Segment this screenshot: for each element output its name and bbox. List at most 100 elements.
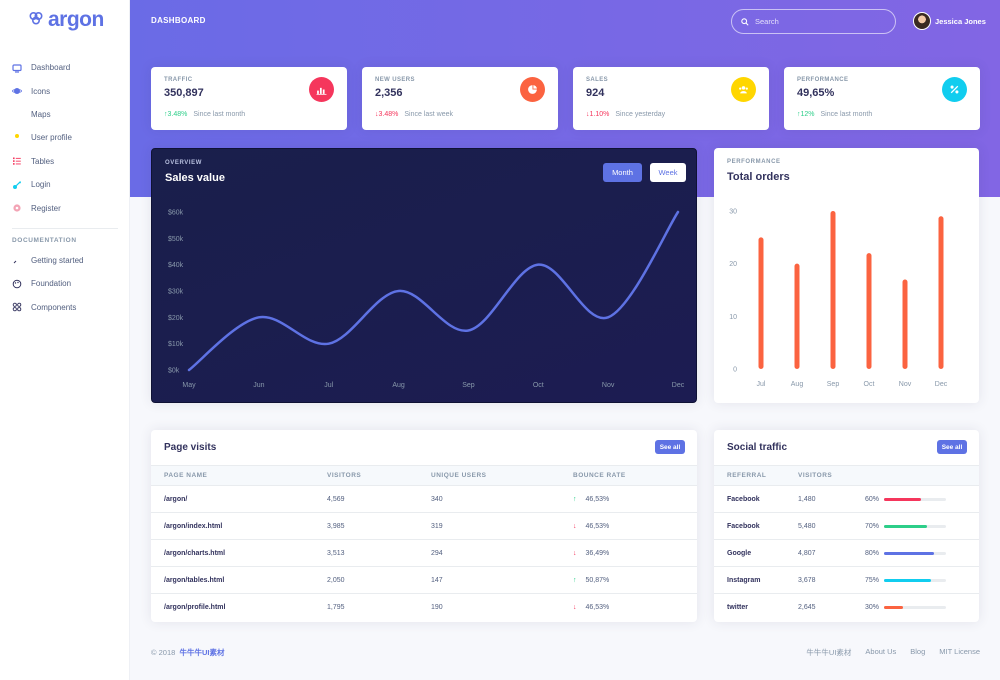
- x-tick-label: Dec: [672, 382, 685, 389]
- sidebar-item-maps[interactable]: Maps: [0, 103, 130, 126]
- y-tick-label: $40k: [168, 262, 184, 269]
- progress-cell: 30%: [852, 604, 946, 611]
- brand-logo[interactable]: argon: [29, 8, 104, 32]
- table-row: Instagram 3,678 75%: [714, 567, 979, 594]
- pin-icon: [12, 109, 22, 119]
- page-name-cell[interactable]: /argon/tables.html: [164, 576, 225, 584]
- search-box[interactable]: [731, 9, 896, 34]
- stat-since: Since last month: [193, 111, 246, 118]
- col-visitors: VISITORS: [798, 472, 833, 479]
- user-menu[interactable]: Jessica Jones: [913, 12, 986, 30]
- table-row: twitter 2,645 30%: [714, 594, 979, 621]
- y-tick-label: $30k: [168, 289, 184, 296]
- page-visits-table: PAGE NAME VISITORS UNIQUE USERS BOUNCE R…: [151, 465, 697, 621]
- tv-icon: [12, 63, 22, 73]
- sidebar-item-icons[interactable]: Icons: [0, 79, 130, 102]
- orders-eyebrow: PERFORMANCE: [727, 159, 781, 165]
- footer-link-about[interactable]: About Us: [865, 647, 897, 656]
- social-see-all-button[interactable]: See all: [937, 440, 967, 454]
- sales-data-point[interactable]: [188, 369, 191, 372]
- x-tick-label: Sep: [827, 381, 840, 388]
- referral-cell[interactable]: Instagram: [727, 576, 761, 584]
- sales-data-point[interactable]: [327, 342, 330, 345]
- stat-delta-value: 3.48%: [167, 111, 188, 118]
- sales-data-point[interactable]: [467, 329, 470, 332]
- sales-eyebrow: OVERVIEW: [165, 160, 203, 166]
- sales-data-point[interactable]: [397, 290, 400, 293]
- bounce-rate-value: 50,87%: [585, 576, 610, 584]
- sales-data-point[interactable]: [257, 316, 260, 319]
- order-bar[interactable]: [830, 211, 836, 369]
- sidebar-item-label: Getting started: [31, 255, 84, 265]
- page-name-cell[interactable]: /argon/profile.html: [164, 604, 226, 611]
- x-tick-label: Sep: [462, 382, 475, 389]
- stat-value: 350,897: [164, 87, 204, 99]
- ui-icon: [12, 302, 22, 312]
- referral-cell[interactable]: twitter: [727, 604, 748, 611]
- bounce-rate-value: 46,53%: [585, 495, 610, 503]
- sidebar-item-getting-started[interactable]: Getting started: [0, 249, 130, 272]
- chart-pie-icon: [520, 77, 545, 102]
- footer-link-license[interactable]: MIT License: [939, 647, 980, 656]
- page-name-cell[interactable]: /argon/charts.html: [164, 549, 226, 557]
- footer-link-blog[interactable]: Blog: [910, 647, 926, 656]
- argon-logo-icon: [29, 11, 43, 30]
- stat-footer: ↓3.48% Since last week: [375, 111, 453, 118]
- circle-icon: [12, 203, 22, 213]
- stat-title: PERFORMANCE: [797, 77, 849, 83]
- user-icon: [12, 133, 22, 143]
- bounce-rate-value: 46,53%: [585, 604, 610, 611]
- sidebar-item-components[interactable]: Components: [0, 296, 130, 319]
- key-icon: [12, 180, 22, 190]
- visitors-cell: 1,795: [327, 604, 345, 611]
- referral-cell[interactable]: Facebook: [727, 495, 760, 503]
- table-row: Facebook 5,480 70%: [714, 513, 979, 540]
- page-visits-card: Page visits See all PAGE NAME VISITORS U…: [151, 430, 697, 622]
- page-name-cell[interactable]: /argon/: [164, 495, 188, 503]
- sales-data-point[interactable]: [677, 211, 680, 214]
- order-bar[interactable]: [866, 253, 872, 369]
- stat-value: 2,356: [375, 87, 403, 99]
- percent-value: 30%: [865, 604, 880, 611]
- visitors-cell: 3,513: [327, 549, 345, 557]
- arrow-down-icon: ↓: [573, 604, 577, 611]
- referral-cell[interactable]: Facebook: [727, 522, 760, 530]
- order-bar[interactable]: [938, 216, 944, 369]
- x-tick-label: May: [182, 382, 196, 389]
- progress-fill: [884, 524, 928, 528]
- y-tick-label: $20k: [168, 315, 184, 322]
- social-traffic-title: Social traffic: [727, 442, 788, 453]
- sidebar-item-login[interactable]: Login: [0, 173, 130, 196]
- sales-data-point[interactable]: [537, 263, 540, 266]
- sidebar-item-user-profile[interactable]: User profile: [0, 126, 130, 149]
- unique-users-cell: 190: [431, 604, 443, 611]
- stat-title: SALES: [586, 77, 609, 83]
- sales-data-point[interactable]: [607, 316, 610, 319]
- order-bar[interactable]: [794, 263, 800, 369]
- progress-cell: 70%: [852, 523, 946, 530]
- footer-link[interactable]: 牛牛牛UI素材: [806, 648, 852, 657]
- y-tick-label: $50k: [168, 236, 184, 243]
- sidebar-item-label: Tables: [31, 156, 55, 166]
- nav-heading-documentation: DOCUMENTATION: [12, 236, 77, 244]
- referral-cell[interactable]: Google: [727, 549, 752, 557]
- search-input[interactable]: [755, 17, 885, 26]
- page-name-cell[interactable]: /argon/index.html: [164, 522, 223, 530]
- sidebar-item-tables[interactable]: Tables: [0, 150, 130, 173]
- month-button[interactable]: Month: [603, 163, 642, 182]
- order-bar[interactable]: [758, 237, 764, 369]
- visitors-cell: 3,678: [798, 576, 816, 584]
- sidebar-item-foundation[interactable]: Foundation: [0, 272, 130, 295]
- sales-line-chart: $0k $10k $20k $30k $40k $50k $60k May Jun Jul Aug S…: [168, 210, 685, 390]
- sidebar-item-register[interactable]: Register: [0, 196, 130, 219]
- stat-since: Since last month: [820, 111, 873, 118]
- footer-brand-link[interactable]: 牛牛牛UI素材: [179, 648, 225, 657]
- sidebar-item-dashboard[interactable]: Dashboard: [0, 56, 130, 79]
- arrow-down-icon: ↓: [586, 111, 590, 118]
- week-button[interactable]: Week: [650, 163, 686, 182]
- page-visits-see-all-button[interactable]: See all: [655, 440, 685, 454]
- unique-users-cell: 340: [431, 495, 443, 503]
- visitors-cell: 2,050: [327, 576, 345, 584]
- stat-since: Since last week: [404, 111, 453, 118]
- order-bar[interactable]: [902, 279, 908, 369]
